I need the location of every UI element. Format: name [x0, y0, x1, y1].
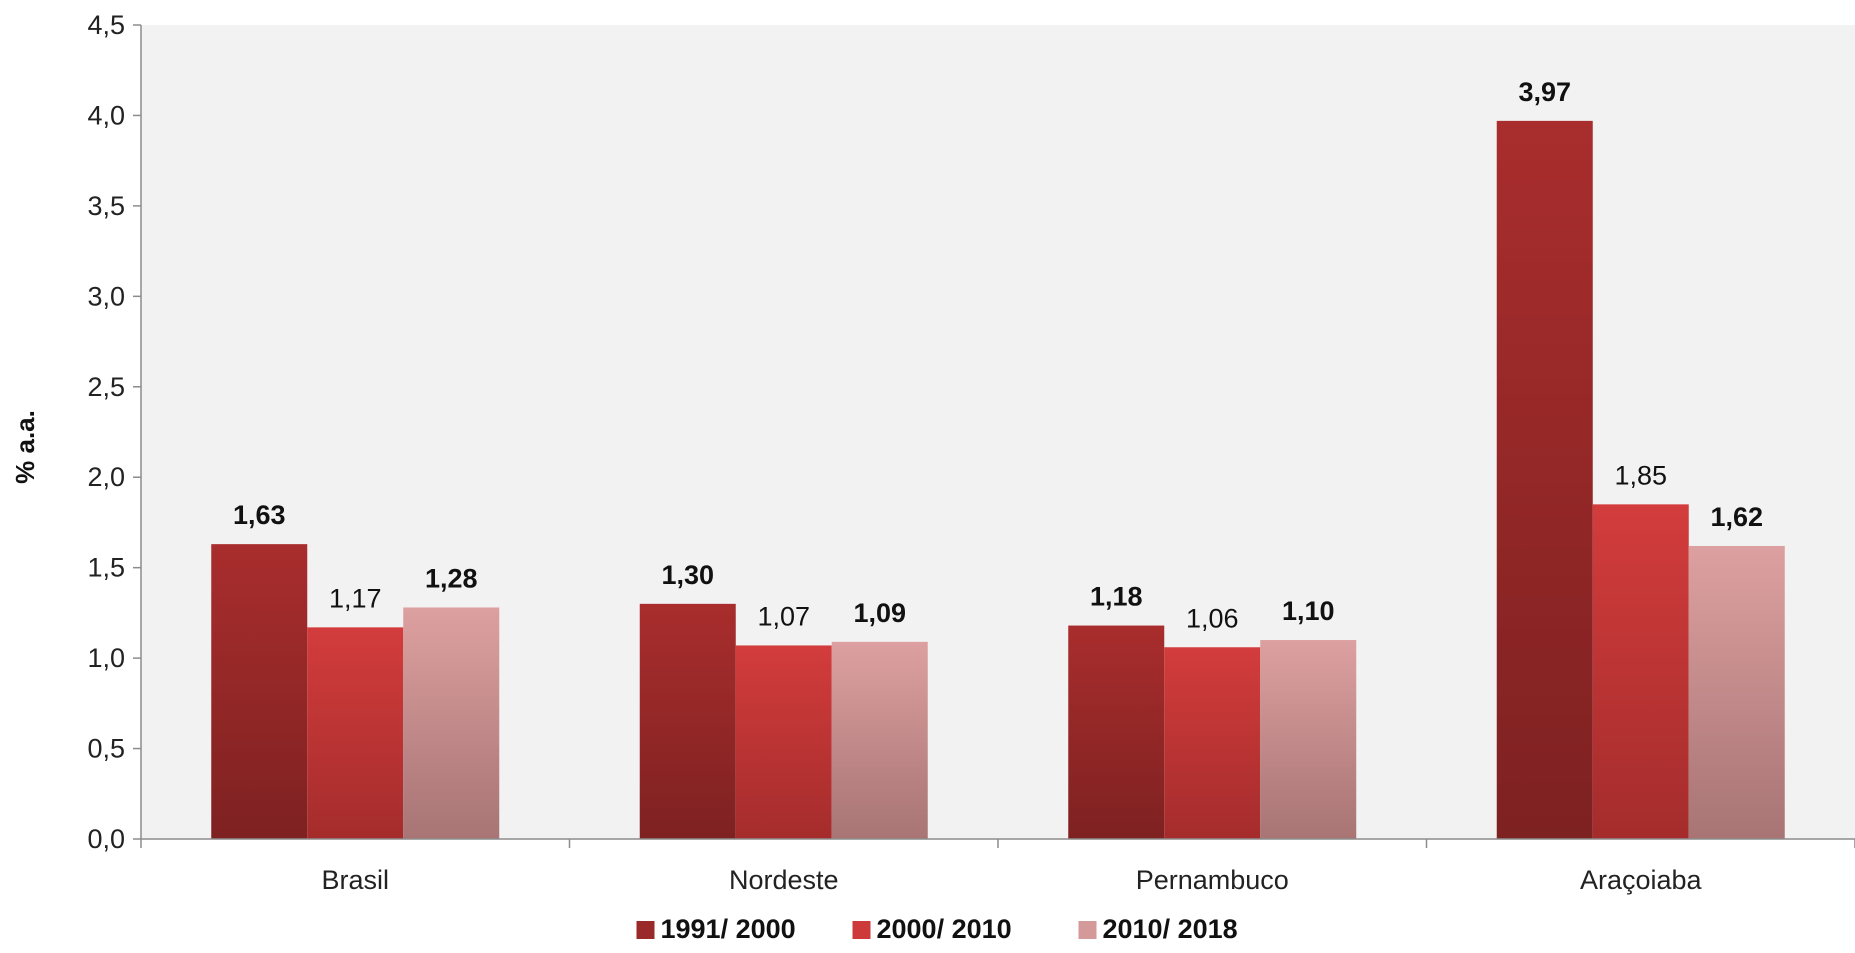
x-tick-label: Araçoiaba	[1580, 865, 1703, 895]
legend-label: 2010/ 2018	[1103, 914, 1238, 944]
data-label: 1,28	[425, 563, 478, 593]
y-tick-label: 1,0	[87, 643, 125, 673]
y-tick-label: 0,0	[87, 824, 125, 854]
data-label: 3,97	[1518, 77, 1571, 107]
bars-group	[211, 120, 1785, 840]
y-tick-label: 1,5	[87, 553, 125, 583]
data-label: 1,07	[757, 601, 810, 631]
bar	[211, 544, 308, 839]
bar	[403, 607, 500, 839]
bar	[831, 641, 928, 839]
bar	[639, 603, 736, 839]
bar	[1068, 625, 1165, 839]
legend-label: 2000/ 2010	[877, 914, 1012, 944]
legend-swatch	[852, 921, 871, 939]
y-tick-label: 0,5	[87, 734, 125, 764]
y-tick-label: 3,0	[87, 281, 125, 311]
bar	[1496, 120, 1593, 840]
data-label: 1,10	[1282, 596, 1335, 626]
bar	[307, 627, 404, 839]
y-axis-ticks: 0,0 0,5 1,0 1,5 2,0 2,5 3,0 3,5 4,0 4,5	[87, 10, 141, 854]
data-label: 1,85	[1614, 460, 1667, 490]
data-label: 1,06	[1186, 603, 1239, 633]
value-labels-group: 1,63 1,17 1,28 1,30 1,07 1,09 1,18 1,06 1,10 3,97…	[233, 77, 1763, 633]
bar	[1592, 504, 1689, 839]
y-tick-label: 2,5	[87, 372, 125, 402]
legend-label: 1991/ 2000	[661, 914, 796, 944]
bar	[735, 645, 832, 839]
x-tick-label: Brasil	[321, 865, 389, 895]
data-label: 1,18	[1090, 582, 1143, 612]
x-axis-ticks: Brasil Nordeste Pernambuco Araçoiaba	[140, 839, 1855, 895]
legend-item: 2000/ 2010	[852, 914, 1012, 944]
y-tick-label: 4,5	[87, 10, 125, 40]
y-tick-label: 2,0	[87, 462, 125, 492]
legend-item: 1991/ 2000	[636, 914, 796, 944]
legend: 1991/ 2000 2000/ 2010 2010/ 2018	[636, 914, 1238, 944]
data-label: 1,17	[329, 583, 382, 613]
bar	[1260, 640, 1357, 839]
legend-swatch	[636, 921, 655, 939]
data-label: 1,62	[1710, 502, 1763, 532]
legend-item: 2010/ 2018	[1078, 914, 1238, 944]
bar	[1688, 545, 1785, 839]
y-tick-label: 4,0	[87, 100, 125, 130]
y-tick-label: 3,5	[87, 191, 125, 221]
x-tick-label: Pernambuco	[1136, 865, 1289, 895]
data-label: 1,30	[661, 560, 714, 590]
data-label: 1,63	[233, 500, 286, 530]
y-axis-label: % a.a.	[10, 410, 40, 484]
data-label: 1,09	[853, 598, 906, 628]
legend-swatch	[1078, 921, 1097, 939]
bar	[1164, 647, 1261, 839]
x-tick-label: Nordeste	[729, 865, 839, 895]
